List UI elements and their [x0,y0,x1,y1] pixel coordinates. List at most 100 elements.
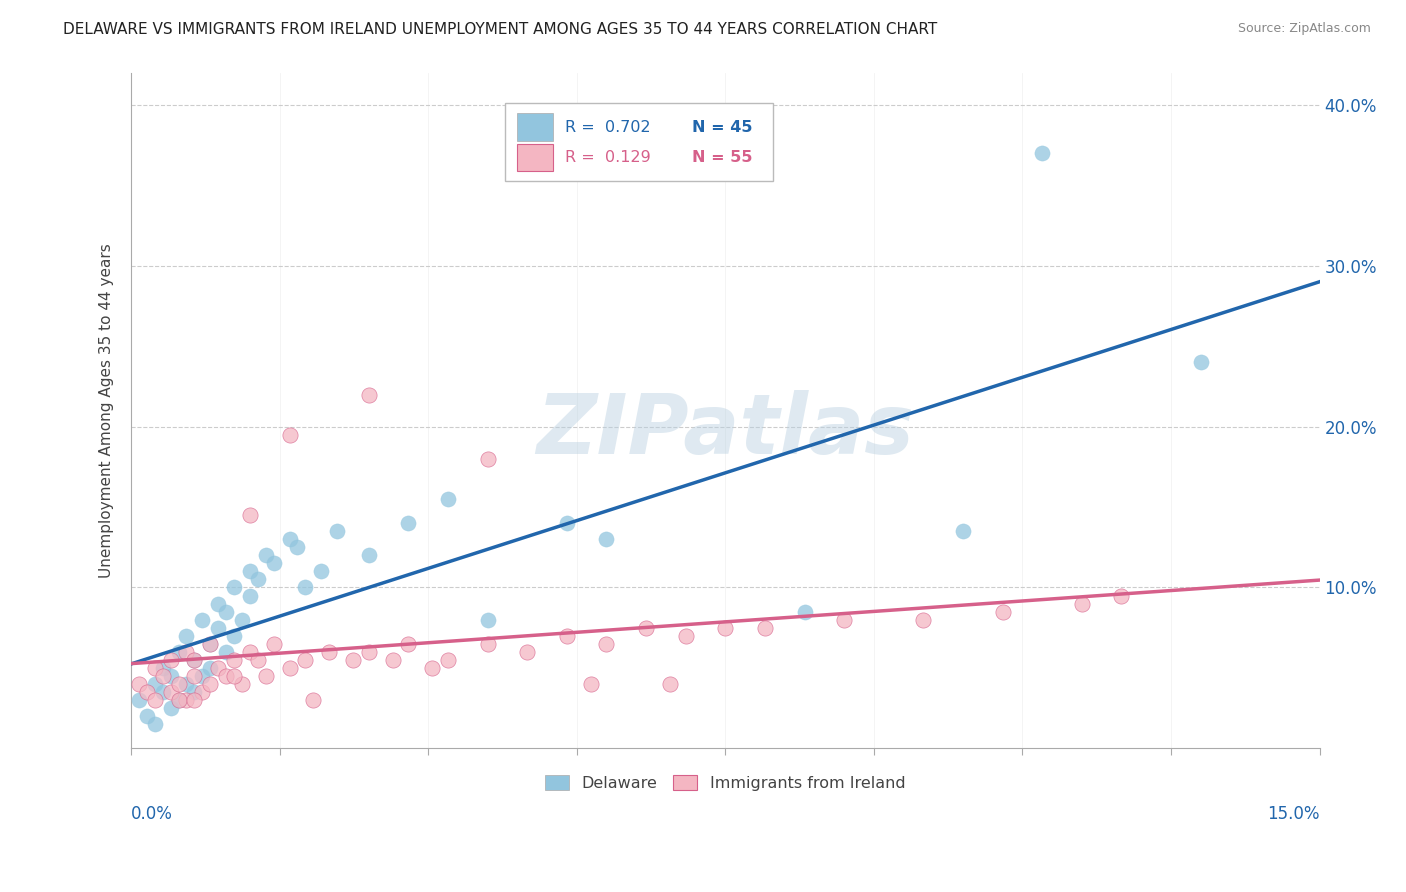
Point [396,516,419,530]
Point [636,621,658,635]
Point [1070,597,1092,611]
Point [159,685,181,699]
Point [239,565,262,579]
Point [183,653,205,667]
Point [191,685,214,699]
Point [263,557,285,571]
Point [191,613,214,627]
Point [128,677,150,691]
Point [437,491,460,506]
Point [396,637,419,651]
Point [287,541,309,555]
Point [152,685,174,699]
Point [222,669,245,683]
Point [143,661,166,675]
Point [200,661,222,675]
Point [207,661,229,675]
Point [176,693,198,707]
Point [176,629,198,643]
Text: 15.0%: 15.0% [1267,805,1320,822]
Point [222,653,245,667]
Point [200,637,222,651]
Point [183,669,205,683]
Point [183,653,205,667]
Point [135,685,157,699]
Point [231,677,253,691]
Point [579,677,602,691]
Y-axis label: Unemployment Among Ages 35 to 44 years: Unemployment Among Ages 35 to 44 years [100,244,114,578]
Point [278,661,301,675]
Point [675,629,697,643]
Point [239,589,262,603]
Point [222,629,245,643]
Point [254,669,277,683]
Point [294,653,316,667]
Point [176,677,198,691]
Text: ZIPatlas: ZIPatlas [536,391,914,471]
Point [555,629,578,643]
Point [278,427,301,442]
Point [1031,146,1053,161]
Point [159,653,181,667]
Point [231,613,253,627]
Point [420,661,443,675]
Point [254,549,277,563]
Point [952,524,974,539]
Point [152,669,174,683]
Point [222,581,245,595]
Point [215,669,238,683]
Point [176,645,198,659]
Point [183,685,205,699]
Bar [517,144,553,171]
Point [167,693,190,707]
Point [246,573,269,587]
Point [381,653,404,667]
Point [912,613,935,627]
Point [183,693,205,707]
Point [167,677,190,691]
Point [152,661,174,675]
Point [200,677,222,691]
Point [437,653,460,667]
Point [159,669,181,683]
Text: R =  0.702: R = 0.702 [565,120,651,135]
Point [555,516,578,530]
FancyBboxPatch shape [505,103,773,181]
Point [215,645,238,659]
Point [215,605,238,619]
Point [754,621,776,635]
Point [793,605,815,619]
Point [342,653,364,667]
Point [239,508,262,522]
Point [595,637,617,651]
Point [294,581,316,595]
Point [477,613,499,627]
Text: R =  0.129: R = 0.129 [565,150,651,165]
Point [167,645,190,659]
Point [128,693,150,707]
Point [278,533,301,547]
Point [263,637,285,651]
Point [143,693,166,707]
Point [239,645,262,659]
Point [135,709,157,723]
Point [1111,589,1133,603]
Text: Source: ZipAtlas.com: Source: ZipAtlas.com [1237,22,1371,36]
Point [200,637,222,651]
Point [246,653,269,667]
Point [143,717,166,731]
Point [357,549,380,563]
Text: N = 55: N = 55 [692,150,752,165]
Point [207,597,229,611]
Point [326,524,349,539]
Legend: Delaware, Immigrants from Ireland: Delaware, Immigrants from Ireland [546,775,905,791]
Point [658,677,681,691]
Point [309,565,332,579]
Point [1189,355,1212,369]
Point [516,645,538,659]
Point [477,637,499,651]
Point [191,669,214,683]
Text: DELAWARE VS IMMIGRANTS FROM IRELAND UNEMPLOYMENT AMONG AGES 35 TO 44 YEARS CORRE: DELAWARE VS IMMIGRANTS FROM IRELAND UNEM… [63,22,938,37]
Bar [517,113,553,141]
Point [207,621,229,635]
